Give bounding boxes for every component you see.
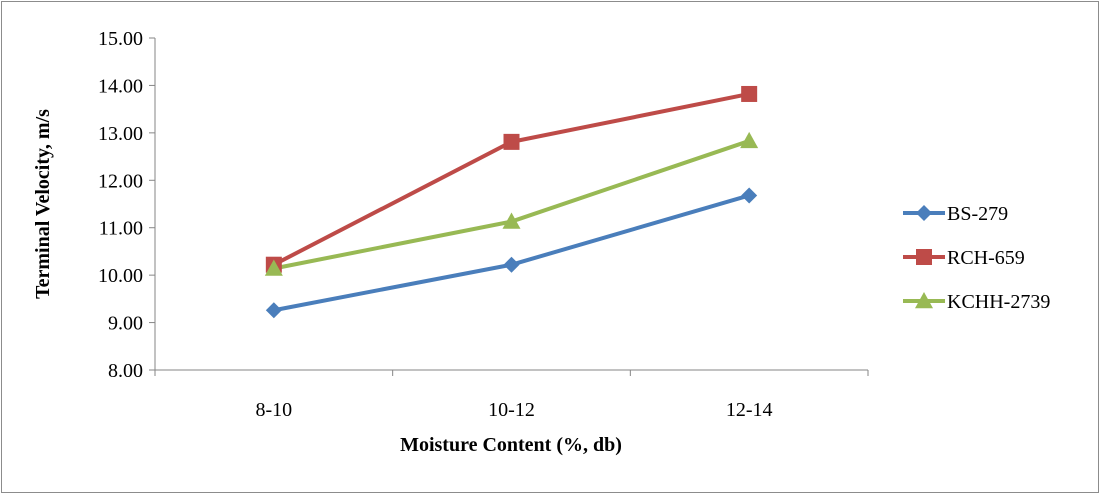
x-axis-title: Moisture Content (%, db) — [400, 434, 622, 456]
data-point-rch-659 — [741, 85, 758, 102]
legend-marker — [916, 249, 932, 265]
data-point-kchh-2739 — [502, 212, 521, 229]
data-point-kchh-2739 — [740, 131, 759, 149]
legend-item: RCH-659 — [903, 247, 1025, 269]
axes — [154, 38, 868, 371]
y-tick-label: 15.00 — [98, 28, 143, 50]
legend-label: BS-279 — [947, 203, 1008, 225]
x-tick-label: 8-10 — [255, 399, 292, 421]
series-lines — [272, 92, 750, 313]
data-point-bs-279 — [265, 302, 282, 319]
data-point-bs-279 — [741, 187, 758, 204]
y-tick-label: 12.00 — [98, 170, 143, 192]
legend-item: KCHH-2739 — [903, 291, 1050, 313]
y-tick-label: 14.00 — [98, 75, 143, 97]
legend: BS-279 RCH-659 KCHH-2739 — [903, 203, 1050, 313]
y-axis-ticks: 8.00 9.00 10.00 11.00 12.00 13.00 14.00 15.00 — [98, 28, 155, 382]
y-tick-label: 9.00 — [108, 313, 143, 335]
data-point-rch-659 — [503, 133, 520, 150]
data-point-kchh-2739 — [264, 259, 283, 276]
y-tick-label: 10.00 — [98, 265, 143, 287]
y-tick-label: 8.00 — [108, 360, 143, 382]
y-tick-label: 11.00 — [99, 218, 143, 240]
x-tick-label: 12-14 — [726, 399, 773, 421]
y-tick-label: 13.00 — [98, 123, 143, 145]
legend-item: BS-279 — [903, 203, 1008, 225]
legend-marker — [916, 205, 932, 221]
legend-label: RCH-659 — [947, 247, 1025, 269]
x-tick-label: 10-12 — [488, 399, 535, 421]
legend-marker — [915, 292, 933, 309]
data-point-bs-279 — [503, 256, 520, 273]
series-line-kchh-2739 — [273, 139, 750, 271]
series-line-rch-659 — [272, 92, 750, 267]
legend-label: KCHH-2739 — [947, 291, 1050, 313]
x-axis-ticks: 8-10 10-12 12-14 — [154, 370, 869, 421]
y-axis-title: Terminal Velocity, m/s — [32, 109, 54, 299]
series-markers — [264, 85, 759, 319]
